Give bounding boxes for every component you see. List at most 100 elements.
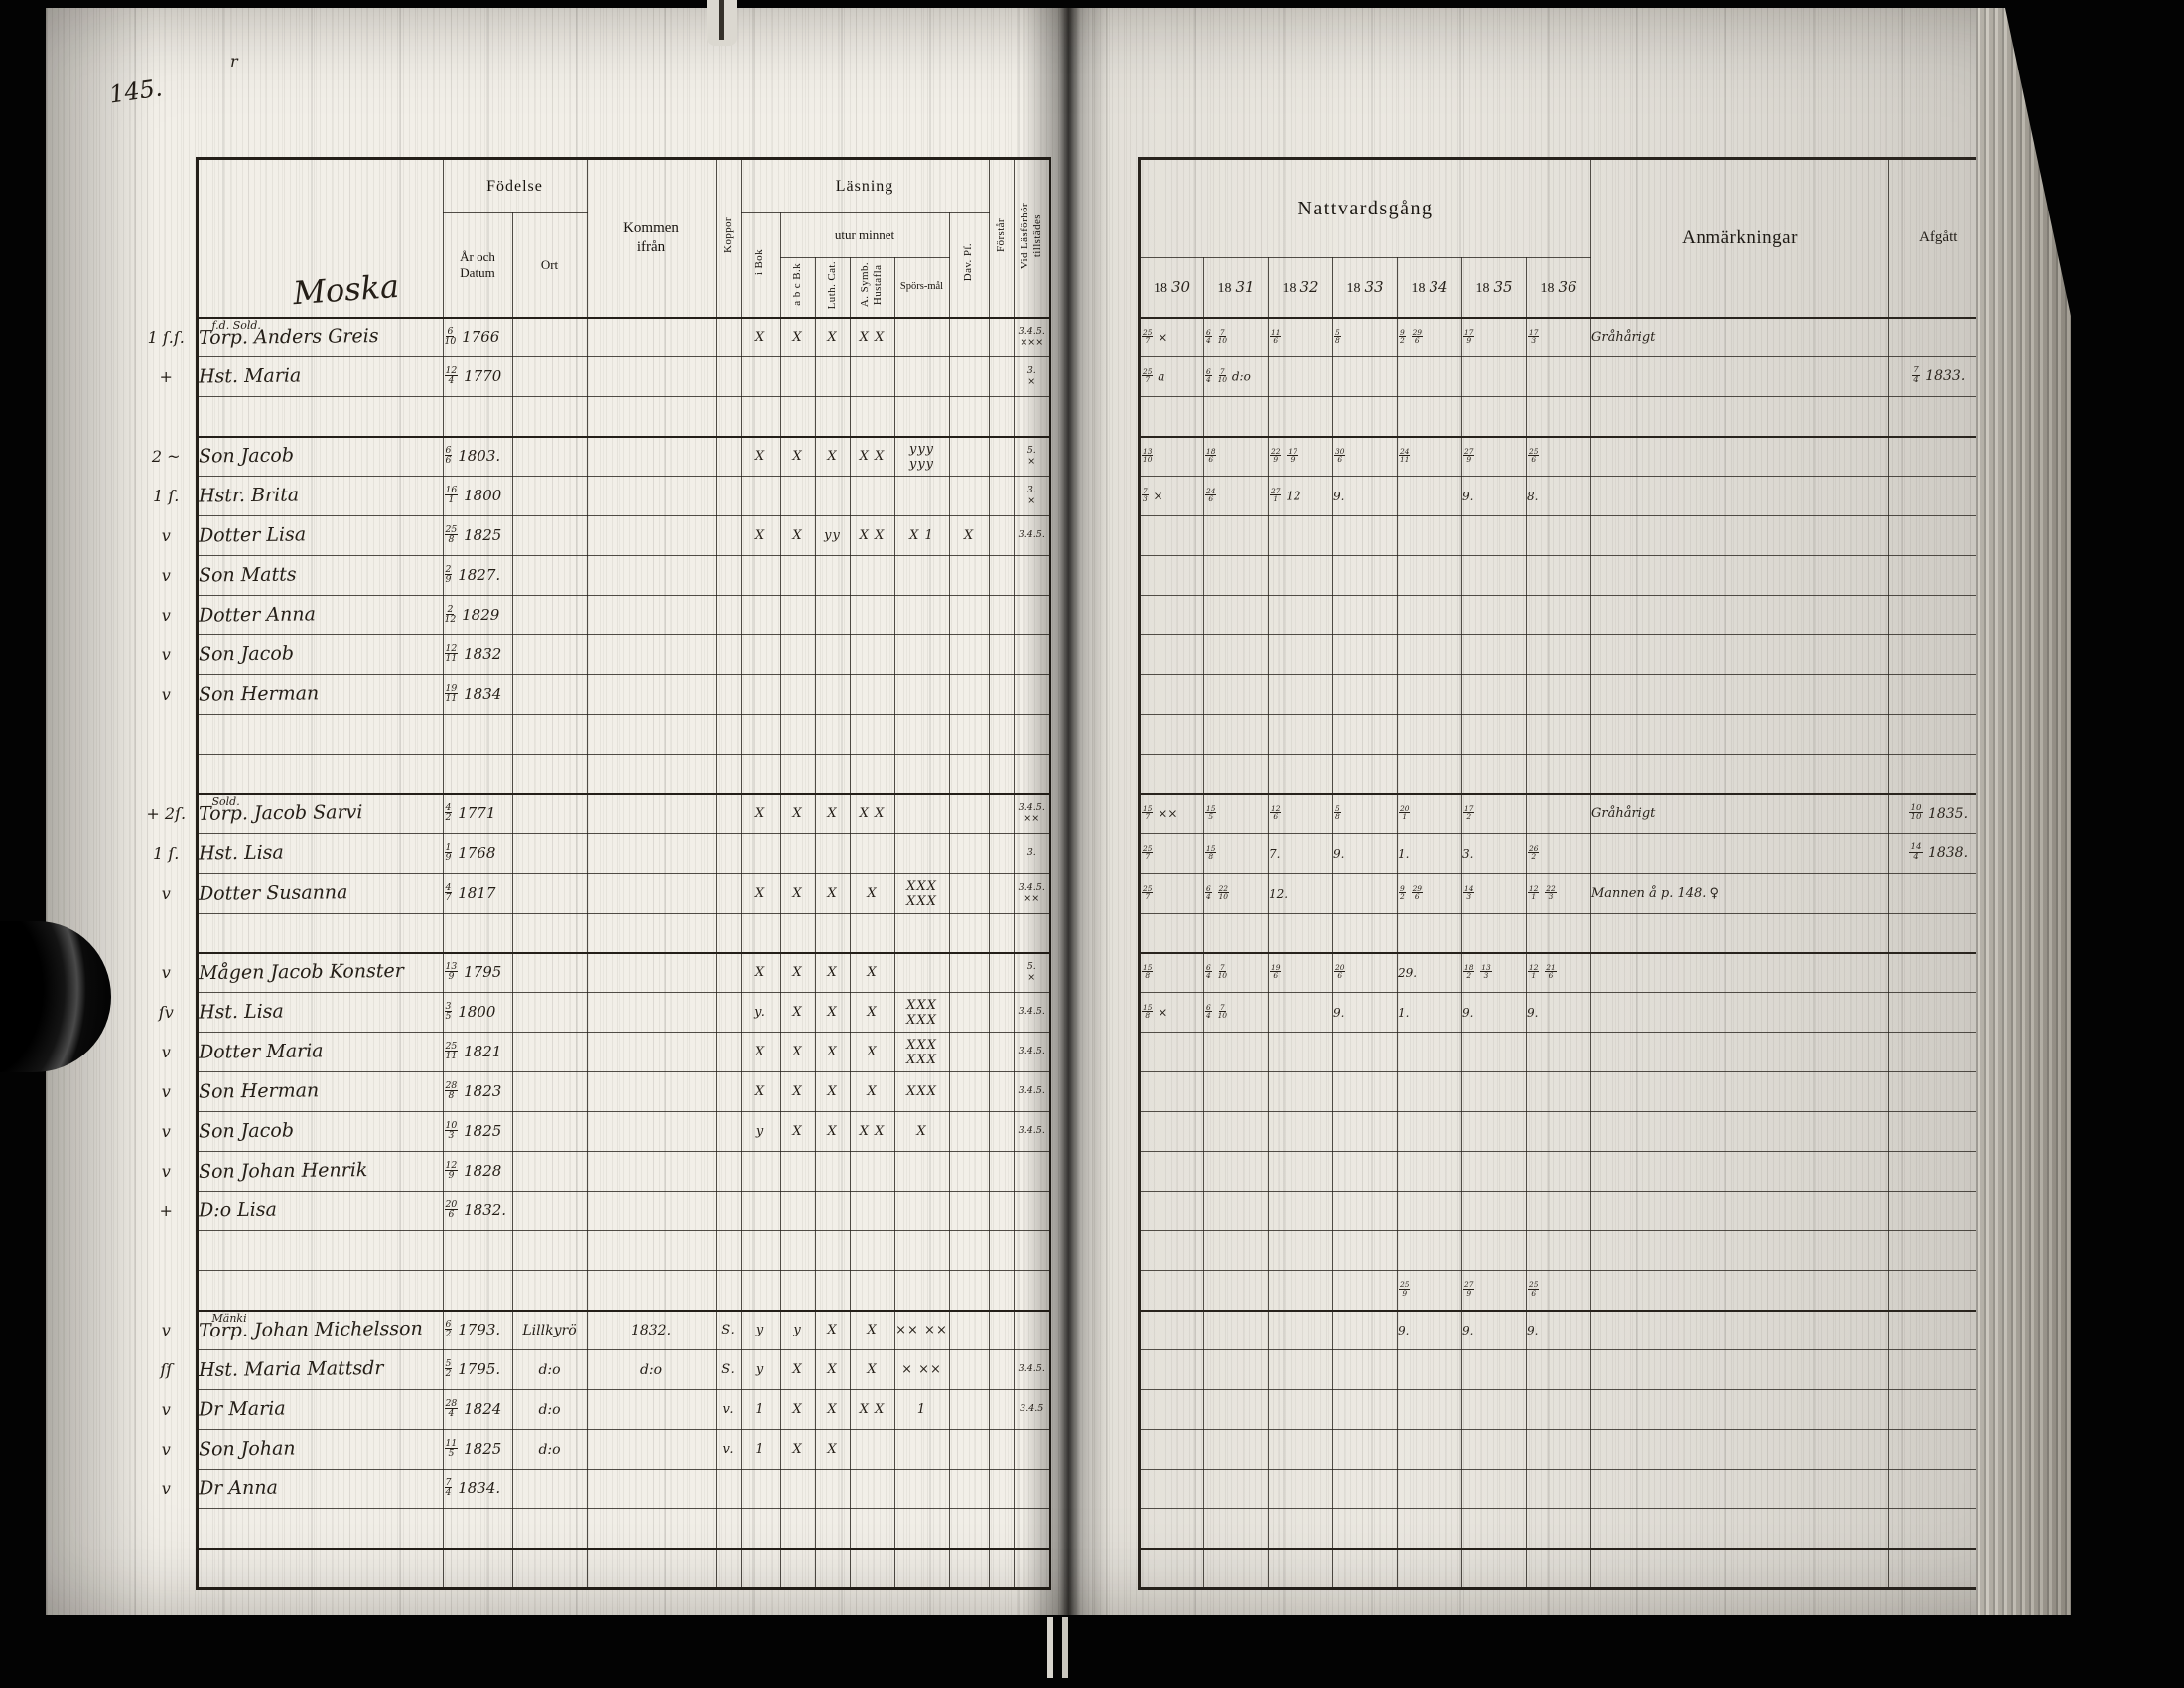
communion-year-cell: 9.: [1332, 992, 1398, 1033]
record-row-left: v Son Matts 2 9 1827.: [137, 555, 1052, 596]
communion-year-cell: [1268, 1191, 1333, 1231]
abc-mark-cell: X: [779, 792, 816, 834]
record-row-left: v Son Johan Henrik 12 9 1828: [137, 1151, 1052, 1192]
abc-mark-cell: [779, 555, 816, 596]
koppor-cell: [715, 992, 742, 1033]
afgatt-cell: [1888, 634, 1989, 675]
header-abc-bok: a b c B.k: [779, 257, 816, 318]
margin-marks: v: [161, 1440, 171, 1459]
communion-year-cell: [1138, 1429, 1204, 1470]
communion-year-cell: 246: [1203, 476, 1269, 516]
luth-cat-mark-cell: X: [814, 316, 851, 357]
record-row-right: 1310186229 1793062411279256: [1138, 435, 1989, 477]
forstar-mark-cell: [988, 951, 1015, 993]
abc-mark-cell: [779, 1270, 816, 1311]
record-row-right: [1138, 1469, 1989, 1509]
birth-date-cell: 19 11 1834: [442, 674, 513, 715]
forstar-mark-cell: [988, 754, 1015, 794]
scan-border-right: [2071, 0, 2184, 1688]
name-cell: Son Matts: [195, 555, 444, 596]
kommen-ifran-cell: [586, 356, 717, 397]
birth-place-cell: [511, 674, 588, 715]
header-kommen-ifran: Kommen ifrån: [586, 157, 717, 318]
communion-year-cell: [1268, 754, 1333, 794]
abc-mark-cell: [779, 476, 816, 516]
kommen-ifran-cell: [586, 951, 717, 993]
birth-place-cell: [511, 951, 588, 993]
symb-mark-cell: X: [849, 1349, 895, 1390]
koppor-cell: [715, 1071, 742, 1112]
luth-cat-mark-cell: X: [814, 992, 851, 1033]
forstar-mark-cell: [988, 1389, 1015, 1430]
kommen-ifran-cell: [586, 316, 717, 357]
kommen-ifran-cell: [586, 1151, 717, 1192]
sporsmal-mark-cell: X 1: [893, 515, 950, 556]
birth-date-cell: 25 11 1821: [442, 1032, 513, 1072]
header-lasning: Läsning: [740, 157, 990, 213]
i-bok-mark-cell: X: [740, 951, 781, 993]
margin-marks: v: [161, 606, 171, 625]
abc-mark-cell: [779, 1469, 816, 1509]
record-row-left: 1 ſ.ſ. f.d. Sold. Torp. Anders Greis 6 10 17…: [137, 316, 1052, 357]
communion-year-cell: [1268, 1389, 1333, 1430]
abc-mark-cell: X: [779, 1389, 816, 1430]
luth-cat-mark-cell: X: [814, 951, 851, 993]
symb-mark-cell: [849, 913, 895, 953]
forstar-mark-cell: [988, 1270, 1015, 1311]
dav-mark-cell: [948, 913, 990, 953]
kommen-ifran-cell: [586, 714, 717, 755]
birth-place-cell: [511, 913, 588, 953]
record-row-left: v Dotter Anna 2 12 1829: [137, 595, 1052, 635]
communion-year-cell: [1332, 1071, 1398, 1112]
anmarkningar-cell: [1590, 1191, 1889, 1231]
i-bok-mark-cell: [740, 595, 781, 635]
communion-year-cell: 279: [1461, 1270, 1527, 1311]
birth-place-cell: Lillkyrö: [511, 1309, 588, 1350]
village-heading: Moska: [291, 266, 400, 312]
dav-mark-cell: [948, 833, 990, 874]
communion-year-cell: [1461, 1547, 1527, 1590]
header-fodelse: Födelse: [442, 157, 588, 213]
dav-mark-cell: [948, 1270, 990, 1311]
kommen-ifran-cell: [586, 476, 717, 516]
koppor-cell: S.: [715, 1309, 742, 1350]
name-cell: f.d. Sold. Torp. Anders Greis: [195, 316, 444, 357]
koppor-cell: S.: [715, 1349, 742, 1390]
name-cell: Sold. Torp. Jacob Sarvi: [195, 792, 444, 834]
forstar-mark-cell: [988, 1309, 1015, 1350]
name-cell: [195, 1230, 444, 1271]
record-row-right: [1138, 1191, 1989, 1231]
dav-mark-cell: [948, 316, 990, 357]
name-cell: Son Jacob: [195, 435, 444, 477]
sporsmal-mark-cell: [893, 833, 950, 874]
right-table: Nattvardsgång Anmärkningar Afgått 18 301…: [1138, 157, 1989, 1590]
symb-mark-cell: [849, 1270, 895, 1311]
kommen-ifran-cell: [586, 913, 717, 953]
abc-mark-cell: X: [779, 435, 816, 477]
koppor-cell: [715, 1508, 742, 1549]
communion-year-cell: [1332, 1389, 1398, 1430]
name-cell: Dotter Lisa: [195, 515, 444, 556]
i-bok-mark-cell: [740, 833, 781, 874]
communion-year-cell: [1138, 1349, 1204, 1390]
record-row-left: [137, 1508, 1052, 1549]
anmarkningar-cell: [1590, 1429, 1889, 1470]
communion-year-cell: [1526, 1032, 1591, 1072]
luth-cat-mark-cell: [814, 396, 851, 437]
i-bok-mark-cell: y.: [740, 992, 781, 1033]
i-bok-mark-cell: [740, 356, 781, 397]
abc-mark-cell: [779, 833, 816, 874]
communion-year-cell: [1397, 1071, 1462, 1112]
afgatt-cell: [1888, 1349, 1989, 1390]
communion-year-cell: [1461, 1071, 1527, 1112]
anmarkningar-cell: [1590, 515, 1889, 556]
forstar-mark-cell: [988, 1469, 1015, 1509]
name-cell: Hst. Maria Mattsdr: [195, 1349, 444, 1390]
birth-date-cell: [442, 396, 513, 437]
